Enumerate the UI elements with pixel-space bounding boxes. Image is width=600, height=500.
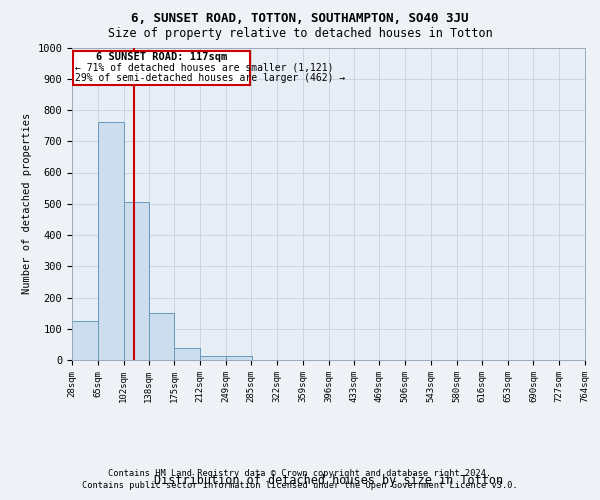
Bar bbox=[124, 202, 149, 360]
Text: 6 SUNSET ROAD: 117sqm: 6 SUNSET ROAD: 117sqm bbox=[96, 52, 227, 62]
Text: 6, SUNSET ROAD, TOTTON, SOUTHAMPTON, SO40 3JU: 6, SUNSET ROAD, TOTTON, SOUTHAMPTON, SO4… bbox=[131, 12, 469, 26]
Text: Contains public sector information licensed under the Open Government Licence v3: Contains public sector information licen… bbox=[82, 481, 518, 490]
Bar bbox=[149, 313, 175, 360]
Bar bbox=[98, 122, 124, 360]
Bar bbox=[175, 348, 200, 360]
Bar bbox=[72, 320, 98, 360]
Text: Size of property relative to detached houses in Totton: Size of property relative to detached ho… bbox=[107, 28, 493, 40]
Text: 29% of semi-detached houses are larger (462) →: 29% of semi-detached houses are larger (… bbox=[76, 74, 346, 84]
X-axis label: Distribution of detached houses by size in Totton: Distribution of detached houses by size … bbox=[154, 474, 503, 487]
Text: ← 71% of detached houses are smaller (1,121): ← 71% of detached houses are smaller (1,… bbox=[76, 62, 334, 72]
Y-axis label: Number of detached properties: Number of detached properties bbox=[22, 113, 32, 294]
FancyBboxPatch shape bbox=[73, 50, 250, 85]
Text: Contains HM Land Registry data © Crown copyright and database right 2024.: Contains HM Land Registry data © Crown c… bbox=[109, 468, 491, 477]
Bar bbox=[200, 356, 226, 360]
Bar bbox=[226, 356, 252, 360]
